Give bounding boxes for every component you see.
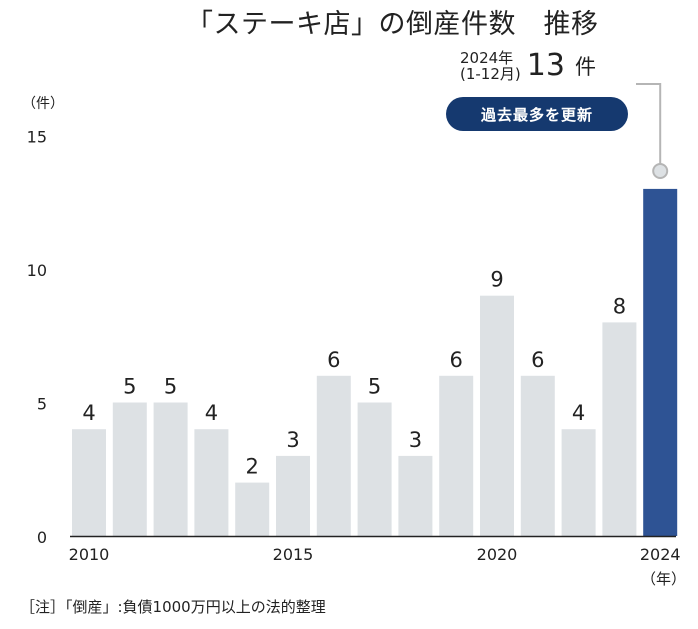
footnote: ［注］「倒産」:負債1000万円以上の法的整理 xyxy=(20,598,326,616)
bar-2016 xyxy=(316,375,351,536)
bar-2019 xyxy=(439,375,474,536)
bar-2012 xyxy=(153,402,188,536)
data-label-2011: 5 xyxy=(123,375,136,399)
data-label-2010: 4 xyxy=(82,401,95,425)
y-tick-label: 10 xyxy=(27,261,47,280)
data-label-2023: 8 xyxy=(613,294,626,318)
bar-2021 xyxy=(520,375,555,536)
y-tick-label: 5 xyxy=(37,395,47,414)
data-label-2013: 4 xyxy=(205,401,218,425)
record-high-badge: 過去最多を更新 xyxy=(446,97,628,131)
data-label-2014: 2 xyxy=(246,455,259,479)
bar-2023 xyxy=(602,322,637,536)
data-label-2015: 3 xyxy=(286,428,299,452)
bar-2018 xyxy=(398,455,433,536)
bar-2011 xyxy=(112,402,147,536)
annotation-connector-line xyxy=(636,83,662,164)
annotation-marker-dot xyxy=(652,163,669,179)
data-label-2018: 3 xyxy=(409,428,422,452)
chart-title: 「ステーキ店」の倒産件数 推移 xyxy=(186,9,599,40)
data-label-2017: 5 xyxy=(368,375,381,399)
data-label-2020: 9 xyxy=(490,268,503,292)
y-tick-label: 0 xyxy=(37,528,47,547)
data-label-2019: 6 xyxy=(450,348,463,372)
annotation-period: 2024年 (1-12月) xyxy=(460,50,521,82)
bar-2010 xyxy=(72,429,106,536)
bar-2022 xyxy=(561,429,596,536)
data-label-2012: 5 xyxy=(164,375,177,399)
bar-2017 xyxy=(357,402,392,536)
bar-2013 xyxy=(194,429,229,536)
x-tick-label: 2010 xyxy=(69,545,110,564)
bar-2014 xyxy=(235,482,270,536)
x-tick-label: 2024 xyxy=(640,545,681,564)
bar-2024 xyxy=(643,188,678,536)
y-axis-unit: （件） xyxy=(22,96,64,112)
annotation-unit: 件 xyxy=(574,54,596,79)
annotation-months: (1-12月) xyxy=(460,64,521,83)
x-tick-label: 2020 xyxy=(477,545,518,564)
data-label-2021: 6 xyxy=(531,348,544,372)
y-tick-label: 15 xyxy=(27,128,47,147)
x-axis-unit: （年） xyxy=(641,570,687,588)
annotation-value: 13 xyxy=(526,48,565,83)
bar-2020 xyxy=(480,295,514,536)
annotation-year: 2024年 xyxy=(460,48,514,67)
data-label-2016: 6 xyxy=(327,348,340,372)
data-label-2022: 4 xyxy=(572,401,585,425)
annotation-2024: 2024年 (1-12月) 13 件 xyxy=(460,48,596,83)
bar-2015 xyxy=(276,455,310,536)
x-tick-label: 2015 xyxy=(273,545,314,564)
